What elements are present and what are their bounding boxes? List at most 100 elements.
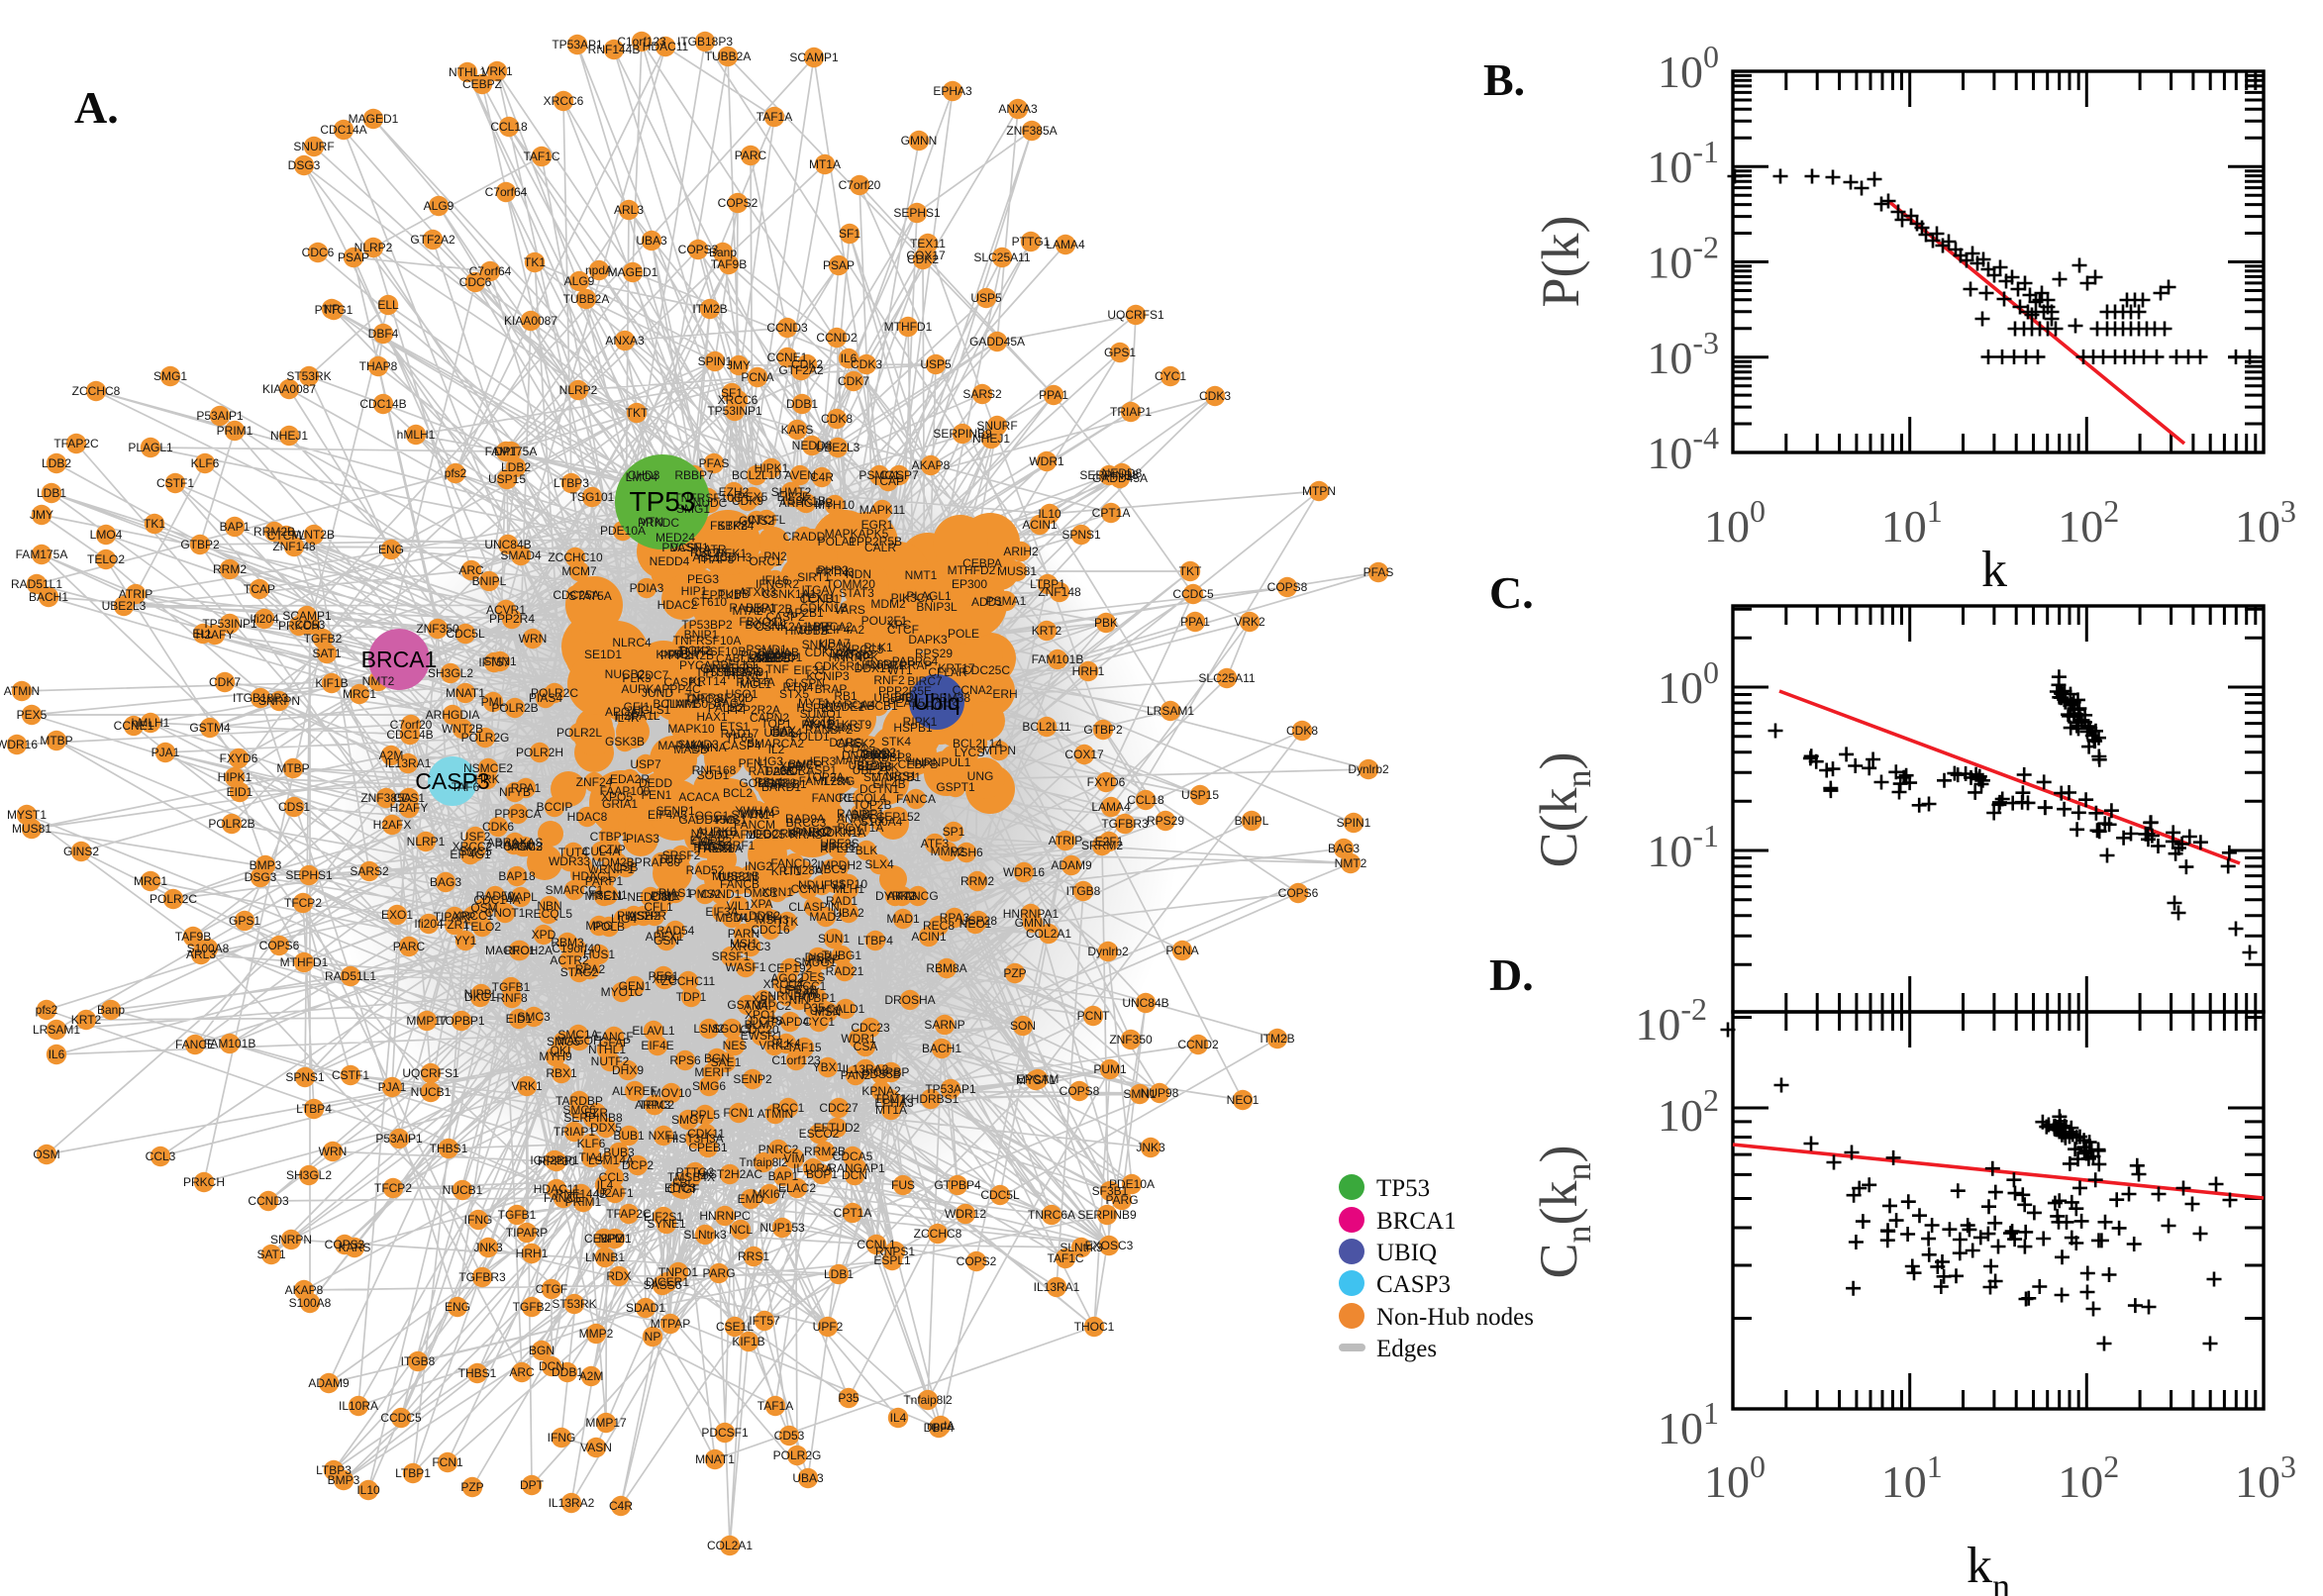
svg-text:MUS81: MUS81 (997, 564, 1037, 578)
svg-text:ZCCHC11: ZCCHC11 (661, 974, 716, 988)
svg-text:CDC6: CDC6 (302, 246, 335, 259)
svg-text:JMY: JMY (727, 358, 751, 372)
svg-text:C4R: C4R (810, 470, 834, 484)
svg-text:GFI1: GFI1 (624, 700, 651, 714)
svg-text:HRH1: HRH1 (516, 1247, 549, 1260)
svg-text:POLR2B: POLR2B (208, 817, 254, 831)
svg-text:THBS1: THBS1 (430, 1142, 468, 1155)
svg-text:ATMIN: ATMIN (758, 1107, 793, 1121)
svg-text:ACVR1: ACVR1 (486, 603, 526, 617)
svg-text:PPP2R5E: PPP2R5E (878, 684, 932, 698)
svg-text:COPS6: COPS6 (1278, 886, 1319, 900)
svg-text:COX17: COX17 (1064, 748, 1104, 761)
svg-text:EPHA3: EPHA3 (933, 84, 972, 98)
svg-text:MTHFD2: MTHFD2 (948, 563, 996, 577)
svg-text:MCM2: MCM2 (507, 840, 543, 853)
svg-text:CDC5L: CDC5L (980, 1188, 1020, 1202)
svg-text:IL2: IL2 (768, 743, 785, 756)
svg-text:ALG9: ALG9 (564, 274, 595, 288)
svg-text:k: k (1981, 542, 2007, 598)
svg-text:CCL3: CCL3 (146, 1149, 176, 1163)
svg-text:P53AIP1: P53AIP1 (196, 409, 244, 423)
svg-text:NR4A1: NR4A1 (691, 827, 730, 841)
svg-text:H2AFX: H2AFX (373, 818, 412, 832)
svg-text:TP53: TP53 (630, 486, 696, 517)
svg-text:RNF144B: RNF144B (588, 43, 641, 56)
svg-text:Banp: Banp (97, 1003, 125, 1017)
svg-text:MAPK10: MAPK10 (667, 722, 715, 736)
svg-text:GADD45A: GADD45A (1092, 471, 1148, 485)
svg-text:IFT57: IFT57 (478, 655, 510, 669)
svg-text:CCND3: CCND3 (766, 321, 808, 335)
svg-text:HIPK1: HIPK1 (755, 461, 789, 475)
svg-text:ZCCHC8: ZCCHC8 (914, 1227, 962, 1241)
svg-text:STAG2: STAG2 (560, 965, 599, 979)
svg-text:MCL1: MCL1 (740, 677, 771, 691)
svg-text:GSTM4: GSTM4 (189, 721, 231, 735)
svg-text:FANCD2: FANCD2 (770, 856, 818, 870)
svg-text:C1orf123: C1orf123 (617, 35, 666, 49)
svg-text:MDM2: MDM2 (870, 597, 906, 611)
svg-text:POLR2B: POLR2B (491, 701, 538, 715)
svg-text:CCND2: CCND2 (816, 331, 858, 345)
svg-text:RAD17: RAD17 (721, 727, 759, 741)
svg-text:RAB4A: RAB4A (736, 675, 774, 689)
svg-text:C7orf64: C7orf64 (485, 185, 528, 199)
svg-text:TAF1C: TAF1C (1047, 1251, 1083, 1265)
svg-text:RPA1: RPA1 (511, 781, 542, 795)
svg-text:KARS: KARS (781, 423, 814, 437)
svg-text:COPS2: COPS2 (718, 196, 758, 210)
svg-text:SAT1: SAT1 (256, 1247, 285, 1261)
svg-text:TNRC6A: TNRC6A (1028, 1208, 1075, 1222)
svg-text:SH3GL2: SH3GL2 (286, 1168, 332, 1182)
svg-text:Tnfaip8l2: Tnfaip8l2 (739, 1155, 788, 1169)
svg-text:TP53AP1: TP53AP1 (925, 1082, 976, 1096)
svg-text:GADD45A: GADD45A (969, 335, 1025, 349)
svg-text:CPEB1: CPEB1 (688, 1141, 728, 1154)
svg-text:HRH1: HRH1 (1072, 664, 1105, 678)
svg-text:ITGB8: ITGB8 (1066, 884, 1101, 898)
svg-text:TAF1A: TAF1A (758, 1399, 793, 1413)
svg-text:CDK2: CDK2 (791, 357, 823, 371)
svg-text:THOC1: THOC1 (1074, 1320, 1115, 1334)
svg-text:POLR2L: POLR2L (556, 726, 602, 740)
svg-text:DPT: DPT (520, 1478, 545, 1492)
svg-text:SUMO1: SUMO1 (800, 707, 843, 721)
svg-text:KRT2: KRT2 (71, 1013, 102, 1027)
svg-text:COL2A1: COL2A1 (707, 1539, 753, 1552)
svg-text:ADAM9: ADAM9 (1051, 858, 1092, 872)
svg-text:NEO1: NEO1 (1227, 1093, 1260, 1107)
svg-text:LTBP4: LTBP4 (858, 934, 893, 948)
svg-text:SUN1: SUN1 (818, 932, 850, 946)
svg-text:NTHL1: NTHL1 (449, 65, 486, 79)
svg-text:BCL2L11: BCL2L11 (1022, 720, 1070, 734)
svg-text:TUBB2A: TUBB2A (563, 292, 610, 306)
svg-text:MYST1: MYST1 (7, 808, 47, 822)
svg-text:PABPC4: PABPC4 (892, 654, 939, 668)
svg-text:MTBP: MTBP (40, 734, 72, 748)
svg-text:S100A4: S100A4 (860, 815, 903, 829)
svg-text:PPP4C: PPP4C (661, 682, 701, 696)
svg-text:TCAP: TCAP (244, 582, 275, 596)
svg-text:CDC14A: CDC14A (473, 893, 520, 907)
svg-text:TRRAP: TRRAP (892, 658, 933, 672)
svg-text:MERIT: MERIT (694, 1065, 732, 1079)
svg-text:TP53BP1: TP53BP1 (695, 665, 747, 679)
svg-text:ZCCHC10: ZCCHC10 (548, 550, 603, 564)
svg-text:COPS2: COPS2 (957, 1254, 997, 1268)
svg-text:RPS29: RPS29 (1147, 814, 1184, 828)
svg-text:SF1: SF1 (721, 386, 743, 400)
svg-text:NLRC4: NLRC4 (612, 636, 652, 649)
svg-text:SLNtrk3: SLNtrk3 (1060, 1241, 1103, 1254)
svg-text:KIF1B: KIF1B (732, 1335, 764, 1348)
svg-text:BARD1: BARD1 (761, 780, 801, 794)
svg-text:IFI16: IFI16 (761, 573, 789, 587)
svg-text:USP5: USP5 (970, 291, 1002, 305)
svg-text:GMNN: GMNN (901, 134, 938, 148)
svg-text:HNRNPK: HNRNPK (829, 650, 879, 664)
svg-text:VRK1: VRK1 (481, 64, 513, 78)
svg-text:ENG: ENG (445, 1300, 470, 1314)
svg-text:BAP1: BAP1 (220, 520, 251, 534)
svg-text:CPT1A: CPT1A (1092, 506, 1131, 520)
svg-text:TGFB2: TGFB2 (304, 632, 343, 646)
